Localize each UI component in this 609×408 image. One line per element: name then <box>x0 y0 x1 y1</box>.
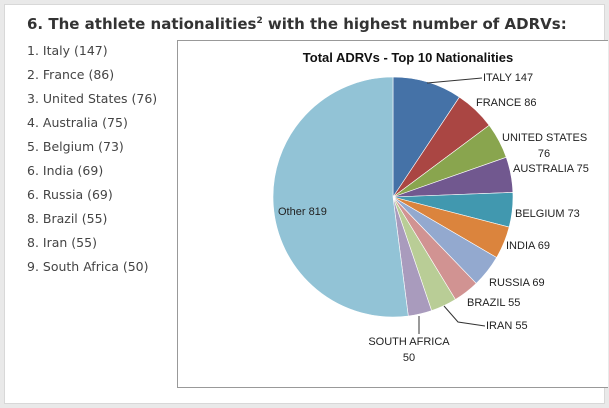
data-label: INDIA 69 <box>506 240 550 252</box>
footnote-ref: 2 <box>256 16 263 26</box>
nationality-list: 1. Italy (147) 2. France (86) 3. United St… <box>27 41 157 281</box>
heading-suffix: with the highest number of ADRVs: <box>262 15 567 33</box>
list-item: 8. Iran (55) <box>27 235 97 250</box>
list-item: 6. India (69) <box>27 163 104 178</box>
list-item: 6. Russia (69) <box>27 187 113 202</box>
data-label: SOUTH AFRICA <box>368 336 450 348</box>
data-label: AUSTRALIA 75 <box>513 163 589 175</box>
list-item: 1. Italy (147) <box>27 43 108 58</box>
data-label: UNITED STATES <box>502 132 587 144</box>
list-item: 9. South Africa (50) <box>27 259 149 274</box>
data-label: 76 <box>538 148 550 160</box>
list-item: 3. United States (76) <box>27 91 158 106</box>
chart-title: Total ADRVs - Top 10 Nationalities <box>303 50 513 65</box>
leader-line <box>443 305 486 327</box>
section-heading: 6. The athlete nationalities2 with the h… <box>27 15 567 33</box>
data-label: Other 819 <box>278 206 327 218</box>
data-label: RUSSIA 69 <box>489 277 545 289</box>
pie-slice-other <box>272 76 409 318</box>
data-label: BRAZIL 55 <box>467 297 520 309</box>
data-label: FRANCE 86 <box>476 97 537 109</box>
data-label: IRAN 55 <box>486 320 528 332</box>
list-item: 5. Belgium (73) <box>27 139 124 154</box>
data-label: BELGIUM 73 <box>515 208 580 220</box>
list-item: 4. Australia (75) <box>27 115 128 130</box>
leader-line <box>426 77 483 84</box>
list-item: 2. France (86) <box>27 67 115 82</box>
heading-text: 6. The athlete nationalities <box>27 15 257 33</box>
data-label: 50 <box>403 352 415 364</box>
data-label: ITALY 147 <box>483 72 533 84</box>
list-item: 8. Brazil (55) <box>27 211 108 226</box>
